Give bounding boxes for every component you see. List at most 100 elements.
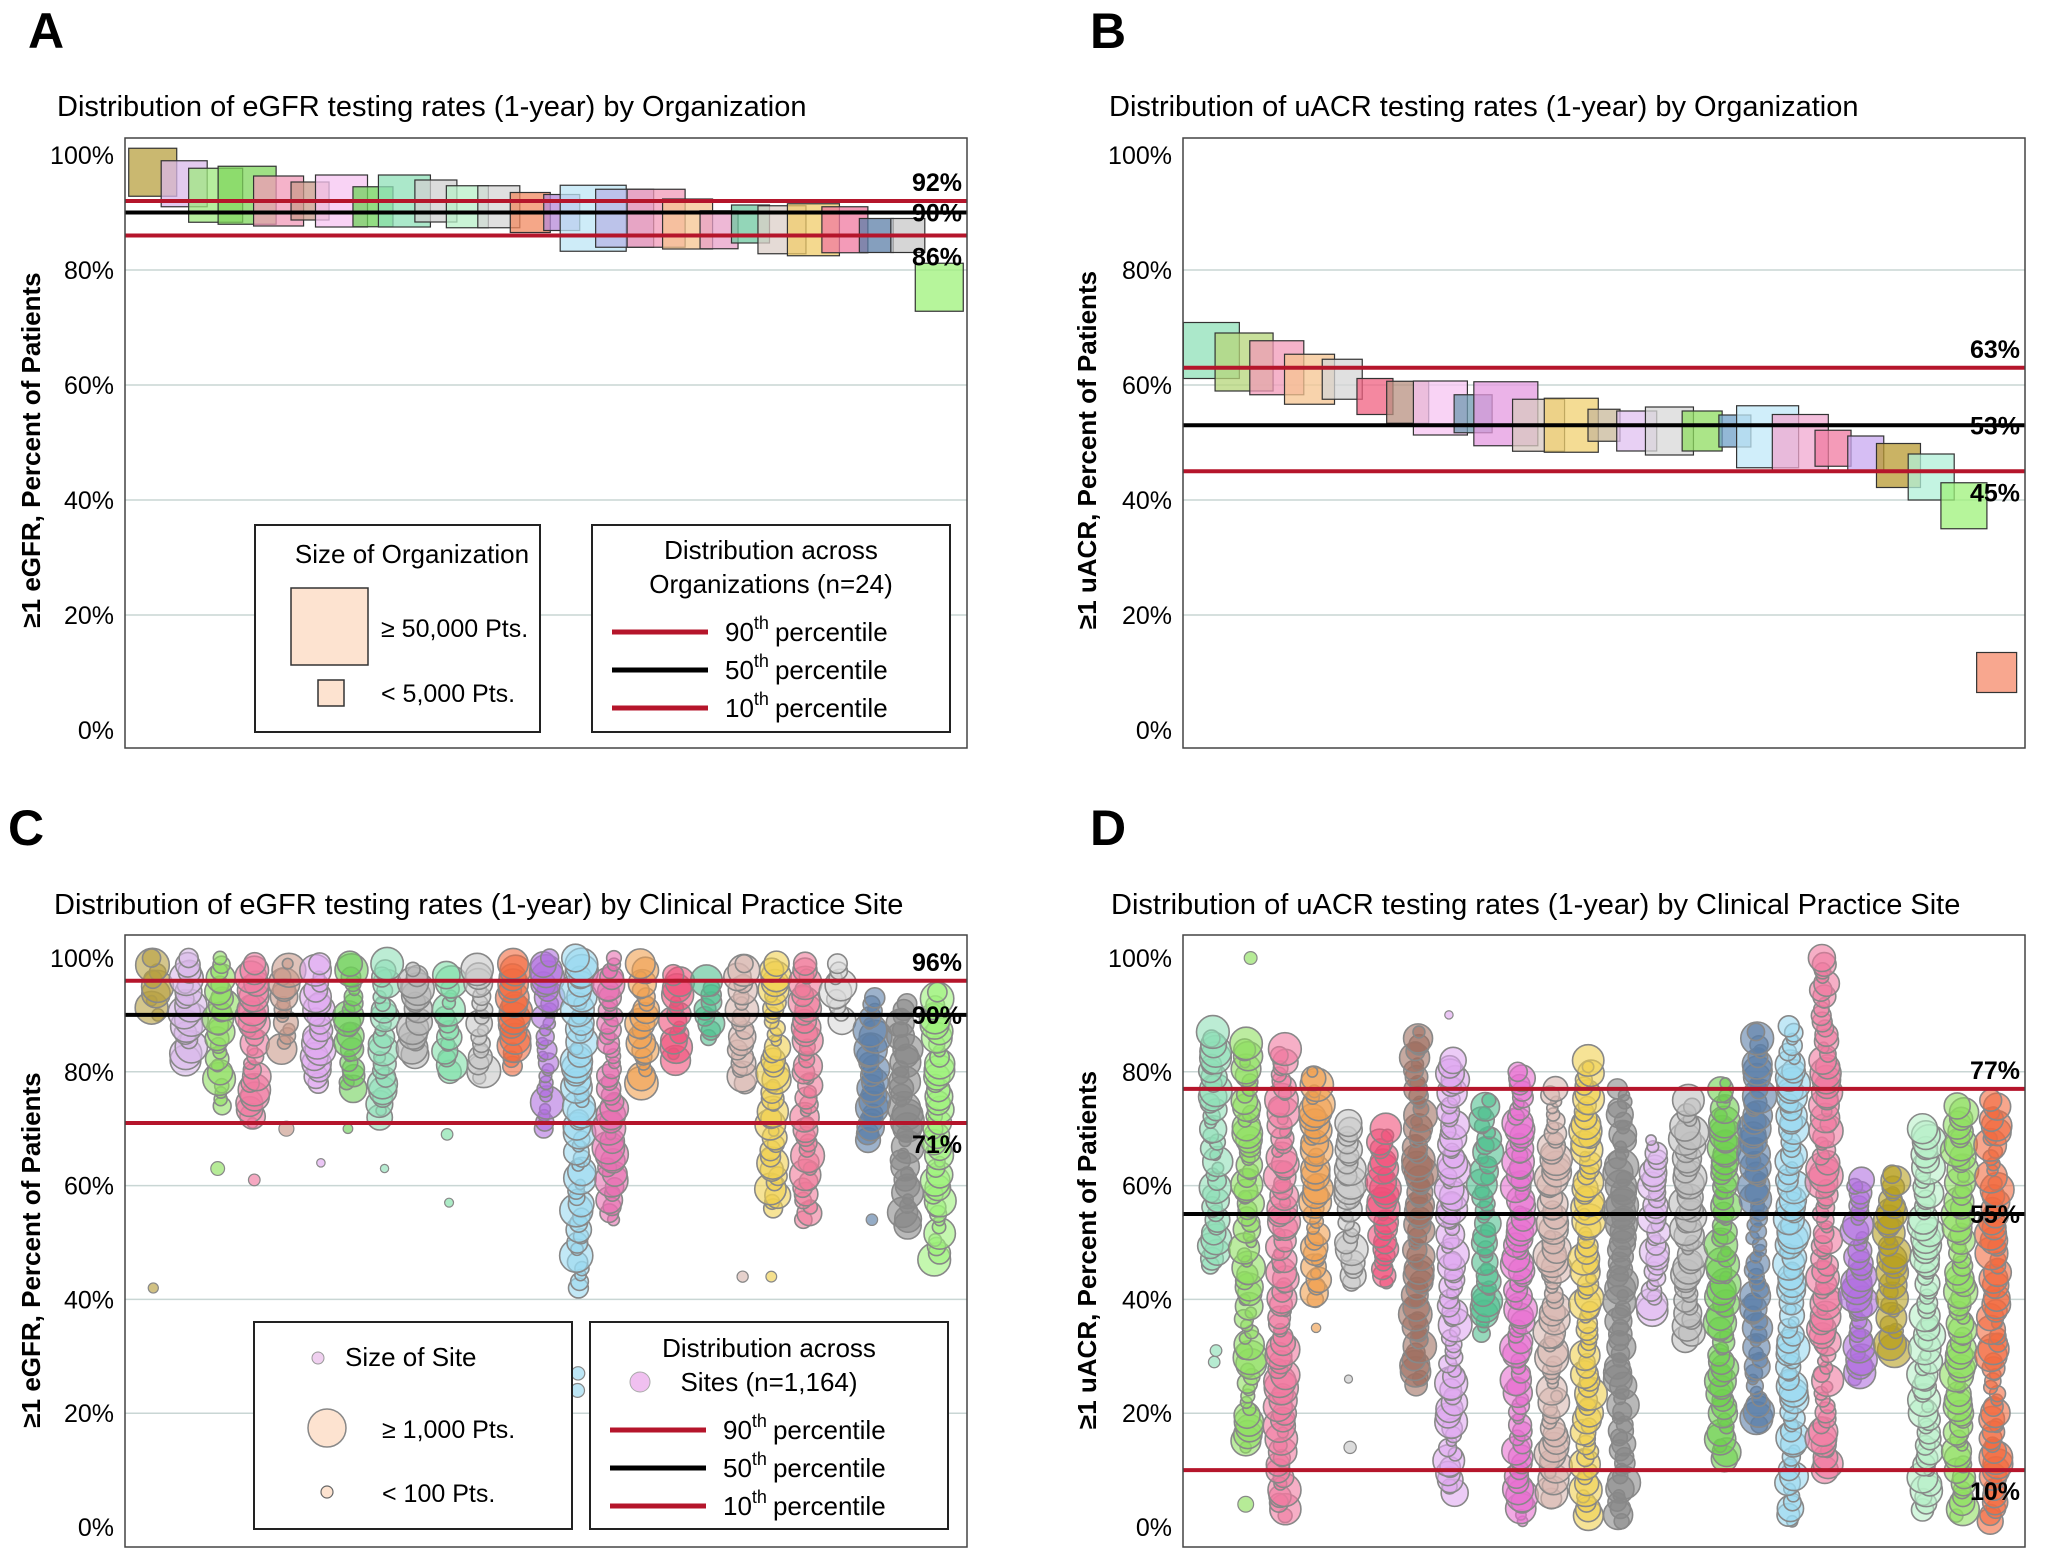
distribution-legend-title-1: Distribution across xyxy=(664,535,878,565)
panel-letter-d: D xyxy=(1090,800,1126,856)
site-circle xyxy=(734,953,754,974)
legend-label-10th: 10th percentile xyxy=(723,1487,886,1521)
y-tick-label: 20% xyxy=(1122,602,1172,630)
distribution-legend-frame xyxy=(591,524,951,733)
y-ticks: 0% 20% 40% 60% 80% 100% xyxy=(1108,142,1172,745)
site-circle xyxy=(1229,1026,1264,1061)
legend-label-50th: 50th percentile xyxy=(723,1449,886,1483)
site-circle xyxy=(212,950,228,966)
site-circle xyxy=(1209,1344,1223,1358)
size-legend-small-label: < 5,000 Pts. xyxy=(381,680,515,708)
y-tick-label: 40% xyxy=(64,487,114,515)
site-circle xyxy=(379,1163,390,1174)
site-circle xyxy=(1807,943,1837,973)
y-tick-label: 100% xyxy=(50,142,114,170)
site-circle xyxy=(863,987,886,1009)
percentile-lines: 96% 90% 71% xyxy=(125,949,967,1159)
y-tick-label: 20% xyxy=(1122,1400,1172,1428)
site-circle xyxy=(763,950,790,978)
site-circle xyxy=(308,952,332,976)
size-legend-title: Size of Organization xyxy=(295,539,529,569)
y-tick-label: 0% xyxy=(1136,1514,1172,1542)
site-circle xyxy=(1267,1031,1303,1067)
site-circle xyxy=(926,981,948,1003)
site-circle xyxy=(539,948,560,968)
site-circle xyxy=(1334,1108,1363,1138)
site-circle xyxy=(1571,1043,1605,1077)
size-legend-large-label: ≥ 1,000 Pts. xyxy=(382,1416,515,1444)
site-circle xyxy=(496,947,530,980)
size-legend-small-swatch xyxy=(320,1485,334,1499)
panel-b: Distribution of uACR testing rates (1-ye… xyxy=(1072,91,2026,749)
site-circle xyxy=(281,957,294,970)
distribution-legend-title-2: Sites (n=1,164) xyxy=(680,1367,857,1397)
y-tick-label: 60% xyxy=(1122,372,1172,400)
chart-title: Distribution of uACR testing rates (1-ye… xyxy=(1109,91,1858,123)
data-marks xyxy=(1182,321,2018,694)
size-legend-small-swatch xyxy=(317,679,345,707)
data-marks xyxy=(128,147,964,312)
percentile-label: 10% xyxy=(1970,1478,2020,1506)
data-marks xyxy=(1195,943,2015,1535)
plot-frame xyxy=(1182,934,2026,1548)
site-circle xyxy=(1310,1322,1322,1334)
site-circle xyxy=(624,948,656,980)
distribution-legend-frame xyxy=(589,1321,949,1530)
site-circle xyxy=(826,953,848,975)
panel-d: Distribution of uACR testing rates (1-ye… xyxy=(1072,889,2026,1548)
plot-frame xyxy=(124,934,968,1548)
site-circle xyxy=(210,1161,226,1177)
site-circle xyxy=(1343,1374,1354,1384)
y-tick-label: 100% xyxy=(1108,142,1172,170)
site-circle xyxy=(141,948,162,968)
site-circle xyxy=(1777,1015,1801,1038)
site-circle xyxy=(1195,1014,1231,1050)
percentile-label: 90% xyxy=(912,200,962,228)
site-circle xyxy=(178,947,199,969)
site-circle xyxy=(1439,1046,1467,1075)
distribution-legend: Distribution across Sites (n=1,164) 90th… xyxy=(589,1321,949,1530)
site-circle xyxy=(570,1366,586,1381)
site-circle xyxy=(1243,950,1258,966)
percentile-label: 45% xyxy=(1970,479,2020,507)
legend-label-90th: 90th percentile xyxy=(725,613,888,647)
size-legend: Size of Site ≥ 1,000 Pts. < 100 Pts. xyxy=(253,1321,573,1530)
y-tick-label: 80% xyxy=(64,1059,114,1087)
data-marks xyxy=(134,943,957,1506)
panel-letter-a: A xyxy=(28,3,64,59)
org-square xyxy=(1976,651,2018,694)
y-tick-label: 60% xyxy=(1122,1173,1172,1201)
site-circle xyxy=(1848,1166,1876,1194)
plot-frame xyxy=(124,137,968,749)
site-circle xyxy=(147,1282,159,1294)
percentile-label: 63% xyxy=(1970,336,2020,364)
percentile-label: 77% xyxy=(1970,1057,2020,1085)
percentile-label: 86% xyxy=(912,244,962,272)
panel-c: Distribution of eGFR testing rates (1-ye… xyxy=(16,889,968,1548)
y-tick-label: 80% xyxy=(1122,257,1172,285)
distribution-legend-marker-icon xyxy=(629,1371,651,1393)
site-circle xyxy=(1746,1022,1766,1042)
percentile-label: 55% xyxy=(1970,1201,2020,1229)
org-square xyxy=(1814,429,1852,467)
legend-label-90th: 90th percentile xyxy=(723,1411,886,1445)
percentile-label: 96% xyxy=(912,949,962,977)
percentile-lines: 63% 53% 45% xyxy=(1183,336,2025,507)
percentile-label: 92% xyxy=(912,169,962,197)
percentile-lines: 77% 55% 10% xyxy=(1183,1057,2025,1506)
y-tick-label: 60% xyxy=(64,372,114,400)
percentile-label: 53% xyxy=(1970,412,2020,440)
site-circle xyxy=(1882,1164,1902,1185)
y-axis-label: ≥1 eGFR, Percent of Patients xyxy=(16,1072,46,1427)
y-axis-label: ≥1 uACR, Percent of Patients xyxy=(1072,1071,1102,1429)
site-circle xyxy=(1979,1088,2003,1112)
size-legend: Size of Organization ≥ 50,000 Pts. < 5,0… xyxy=(254,524,541,733)
y-tick-label: 40% xyxy=(64,1286,114,1314)
size-legend-tiny-swatch xyxy=(311,1351,325,1365)
y-tick-label: 20% xyxy=(64,602,114,630)
y-tick-label: 0% xyxy=(78,717,114,745)
site-circle xyxy=(405,961,421,978)
chart-title: Distribution of uACR testing rates (1-ye… xyxy=(1111,889,1960,921)
site-circle xyxy=(1906,1112,1939,1145)
percentile-label: 90% xyxy=(912,1002,962,1030)
